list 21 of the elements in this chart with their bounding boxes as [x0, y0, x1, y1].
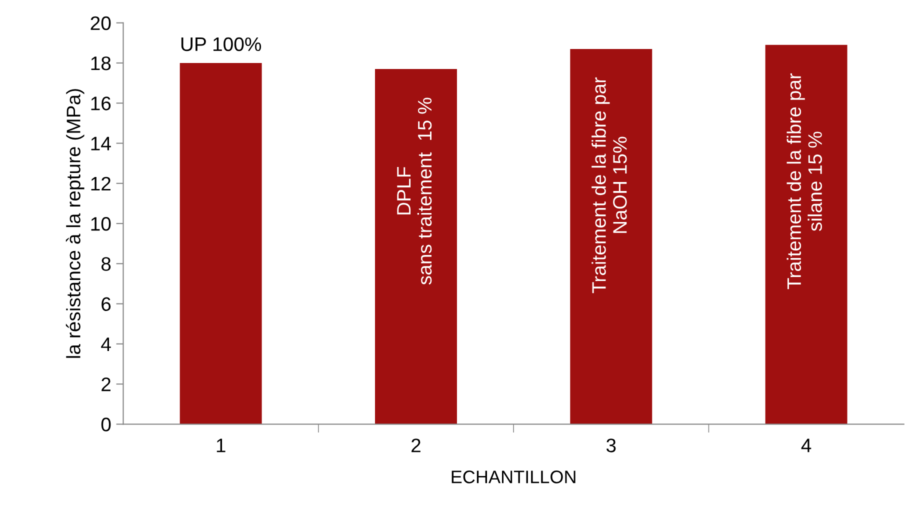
annotation: Traitement de la fibre par NaOH 15%	[592, 77, 627, 294]
annotation: UP 100%	[181, 37, 262, 52]
y-tick-label: 12	[91, 176, 110, 190]
x-tick-label: 2	[412, 438, 420, 452]
y-tick-label: 14	[91, 136, 111, 150]
y-tick-label: 10	[91, 216, 111, 231]
y-tick-label: 0	[101, 418, 111, 432]
y-tick-label: 4	[101, 338, 111, 351]
y-axis-title: la résistance à la repture (MPa)	[66, 89, 84, 358]
x-tick-label: 3	[606, 438, 616, 452]
y-tick-label: 6	[102, 297, 111, 312]
y-tick-label: 2	[102, 378, 110, 392]
x-tick-label: 1	[216, 438, 226, 452]
y-tick-label: 18	[91, 56, 111, 70]
annotation: Traitement de la fibre par silane 15 %	[786, 73, 822, 290]
y-tick-label: 16	[91, 96, 111, 110]
x-tick-label: 4	[801, 438, 812, 452]
y-tick-label: 20	[90, 16, 111, 30]
x-axis-title: ECHANTILLON	[452, 470, 576, 484]
annotation: DPLF sans traitement 15 %	[397, 98, 432, 285]
y-tick-label: 8	[101, 257, 111, 271]
